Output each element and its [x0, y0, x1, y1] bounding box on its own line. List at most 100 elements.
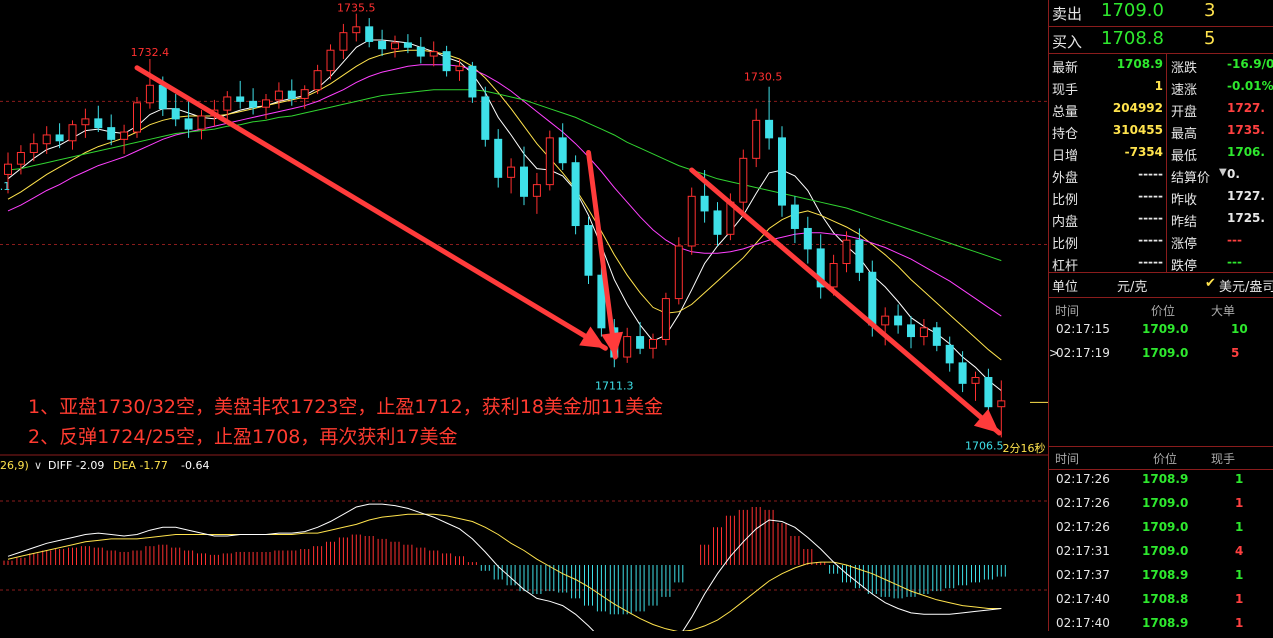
tick-row[interactable]: 02:17:26 1708.9 1 [1049, 472, 1273, 494]
stat-row: 速涨 -0.01% [1167, 76, 1273, 98]
currency-option[interactable]: 美元/盎司 [1219, 280, 1273, 295]
tick-size: 1 [1235, 568, 1244, 582]
tick-size: 1 [1235, 496, 1244, 510]
macd-diff-readout: DIFF -2.09 [48, 459, 104, 472]
candle-body [442, 51, 451, 72]
candle-body [158, 84, 167, 110]
candle-body [468, 65, 477, 98]
big-trade-row[interactable]: > 02:17:19 1709.0 5 [1049, 346, 1273, 368]
trend-arrow [586, 149, 618, 360]
candle-body [532, 184, 541, 197]
arrow-head [973, 409, 1000, 434]
tick-row[interactable]: 02:17:37 1708.9 1 [1049, 568, 1273, 590]
candle-body [378, 40, 387, 50]
sell-row[interactable]: 卖出 1709.0 3 [1049, 0, 1273, 26]
stat-label: 总量 [1052, 105, 1079, 120]
candle-body [545, 137, 554, 186]
candle-body [107, 127, 116, 140]
candle-body [842, 239, 851, 265]
macd-diff-line [7, 503, 1002, 631]
stat-row: 开盘 1727. [1167, 98, 1273, 120]
stat-label: 跌停 [1171, 259, 1198, 274]
candle-body [765, 119, 774, 139]
stat-value: ----- [1138, 233, 1163, 247]
candle-body [326, 49, 335, 72]
trade-time: 02:17:15 [1056, 322, 1110, 336]
tick-time: 02:17:40 [1056, 616, 1110, 630]
stat-row: 最低 1706. [1167, 142, 1273, 164]
unit-value: 元/克 [1117, 280, 1148, 295]
macd-value-readout: -0.64 [181, 459, 209, 472]
stat-row: 现手 1 [1049, 76, 1273, 98]
tick-price: 1708.9 [1142, 472, 1189, 486]
price-extreme-label: 1730.5 [744, 71, 783, 84]
tick-time: 02:17:37 [1056, 568, 1110, 582]
candle-body [790, 204, 799, 229]
tick-row[interactable]: 02:17:26 1709.0 1 [1049, 496, 1273, 518]
tick-row[interactable]: 02:17:40 1708.9 1 [1049, 616, 1273, 638]
sell-label: 卖出 [1052, 5, 1083, 23]
candle-body [184, 118, 193, 130]
stat-row: 持仓 310455 [1049, 120, 1273, 142]
big-trades-header: 时间 价位 大单 [1049, 302, 1273, 324]
stat-row: 外盘 ----- [1049, 164, 1273, 186]
stat-label: 比例 [1052, 237, 1079, 252]
stat-label: 外盘 [1052, 171, 1079, 186]
candle-body [55, 134, 64, 142]
candle-body [145, 84, 154, 104]
stat-row: 昨收 1727. [1167, 186, 1273, 208]
tick-row[interactable]: 02:17:40 1708.8 1 [1049, 592, 1273, 614]
stat-row: 比例 ----- [1049, 230, 1273, 252]
candle-body [636, 336, 645, 349]
stat-label: 持仓 [1052, 127, 1079, 142]
candle-body [855, 239, 864, 273]
tick-row[interactable]: 02:17:26 1709.0 1 [1049, 520, 1273, 542]
stat-value: ----- [1138, 189, 1163, 203]
candle-body [481, 96, 490, 140]
stat-value: 1735. [1227, 123, 1265, 137]
stat-value: 1706. [1227, 145, 1265, 159]
candle-body [262, 99, 270, 108]
price-extreme-label: .1 [0, 180, 10, 193]
trade-price: 1709.0 [1142, 322, 1189, 336]
stat-value: 204992 [1112, 101, 1163, 115]
arrow-head [579, 326, 606, 349]
stat-value: 1 [1154, 79, 1163, 93]
stat-label: 日增 [1052, 149, 1079, 164]
candle-body [803, 227, 812, 250]
candle-body [313, 70, 322, 91]
candle-body [597, 274, 606, 329]
candle-body [778, 137, 786, 206]
stat-row: 最新 1708.9 [1049, 54, 1273, 76]
unit-row[interactable]: 单位 元/克 ✔ 美元/盎司 [1049, 274, 1273, 296]
candle-body [829, 263, 838, 288]
unit-label: 单位 [1052, 280, 1079, 295]
candle-body [932, 327, 941, 346]
kline-chart[interactable]: 1735.5 1732.4 1730.5 1711.3 1706.5 .1 2分16秒 26,… [0, 0, 1048, 631]
candle-body [816, 248, 825, 288]
check-icon: ✔ [1205, 276, 1216, 291]
dropdown-arrow-icon[interactable]: ▼ [1219, 167, 1227, 178]
stat-value: -7354 [1124, 145, 1163, 159]
big-trade-row[interactable]: 02:17:15 1709.0 10 [1049, 322, 1273, 344]
candle-body [739, 157, 748, 203]
candle-body [197, 115, 206, 130]
macd-dea-readout: DEA -1.77 [113, 459, 168, 472]
tick-row[interactable]: 02:17:31 1709.0 4 [1049, 544, 1273, 566]
trade-size: 10 [1231, 322, 1248, 336]
stat-value: -0.01% [1227, 79, 1273, 93]
candle-body [171, 108, 180, 120]
candle-body [649, 339, 657, 349]
stat-label: 最新 [1052, 61, 1079, 76]
stat-row: 结算价 ▼ 0. [1167, 164, 1273, 186]
candle-body [429, 51, 438, 57]
strategy-note-2: 2、反弹1724/25空，止盈1708，再次获利17美金 [28, 426, 458, 448]
kline-chart-area[interactable]: 1735.5 1732.4 1730.5 1711.3 1706.5 .1 2分16秒 26,… [0, 0, 1048, 631]
candle-body [236, 96, 245, 102]
candle-body [455, 65, 464, 72]
stat-label: 现手 [1052, 83, 1079, 98]
big-header-time: 时间 [1055, 304, 1080, 318]
candle-body [120, 131, 129, 140]
macd-dea-line [7, 513, 1002, 631]
buy-row[interactable]: 买入 1708.8 5 [1049, 28, 1273, 54]
